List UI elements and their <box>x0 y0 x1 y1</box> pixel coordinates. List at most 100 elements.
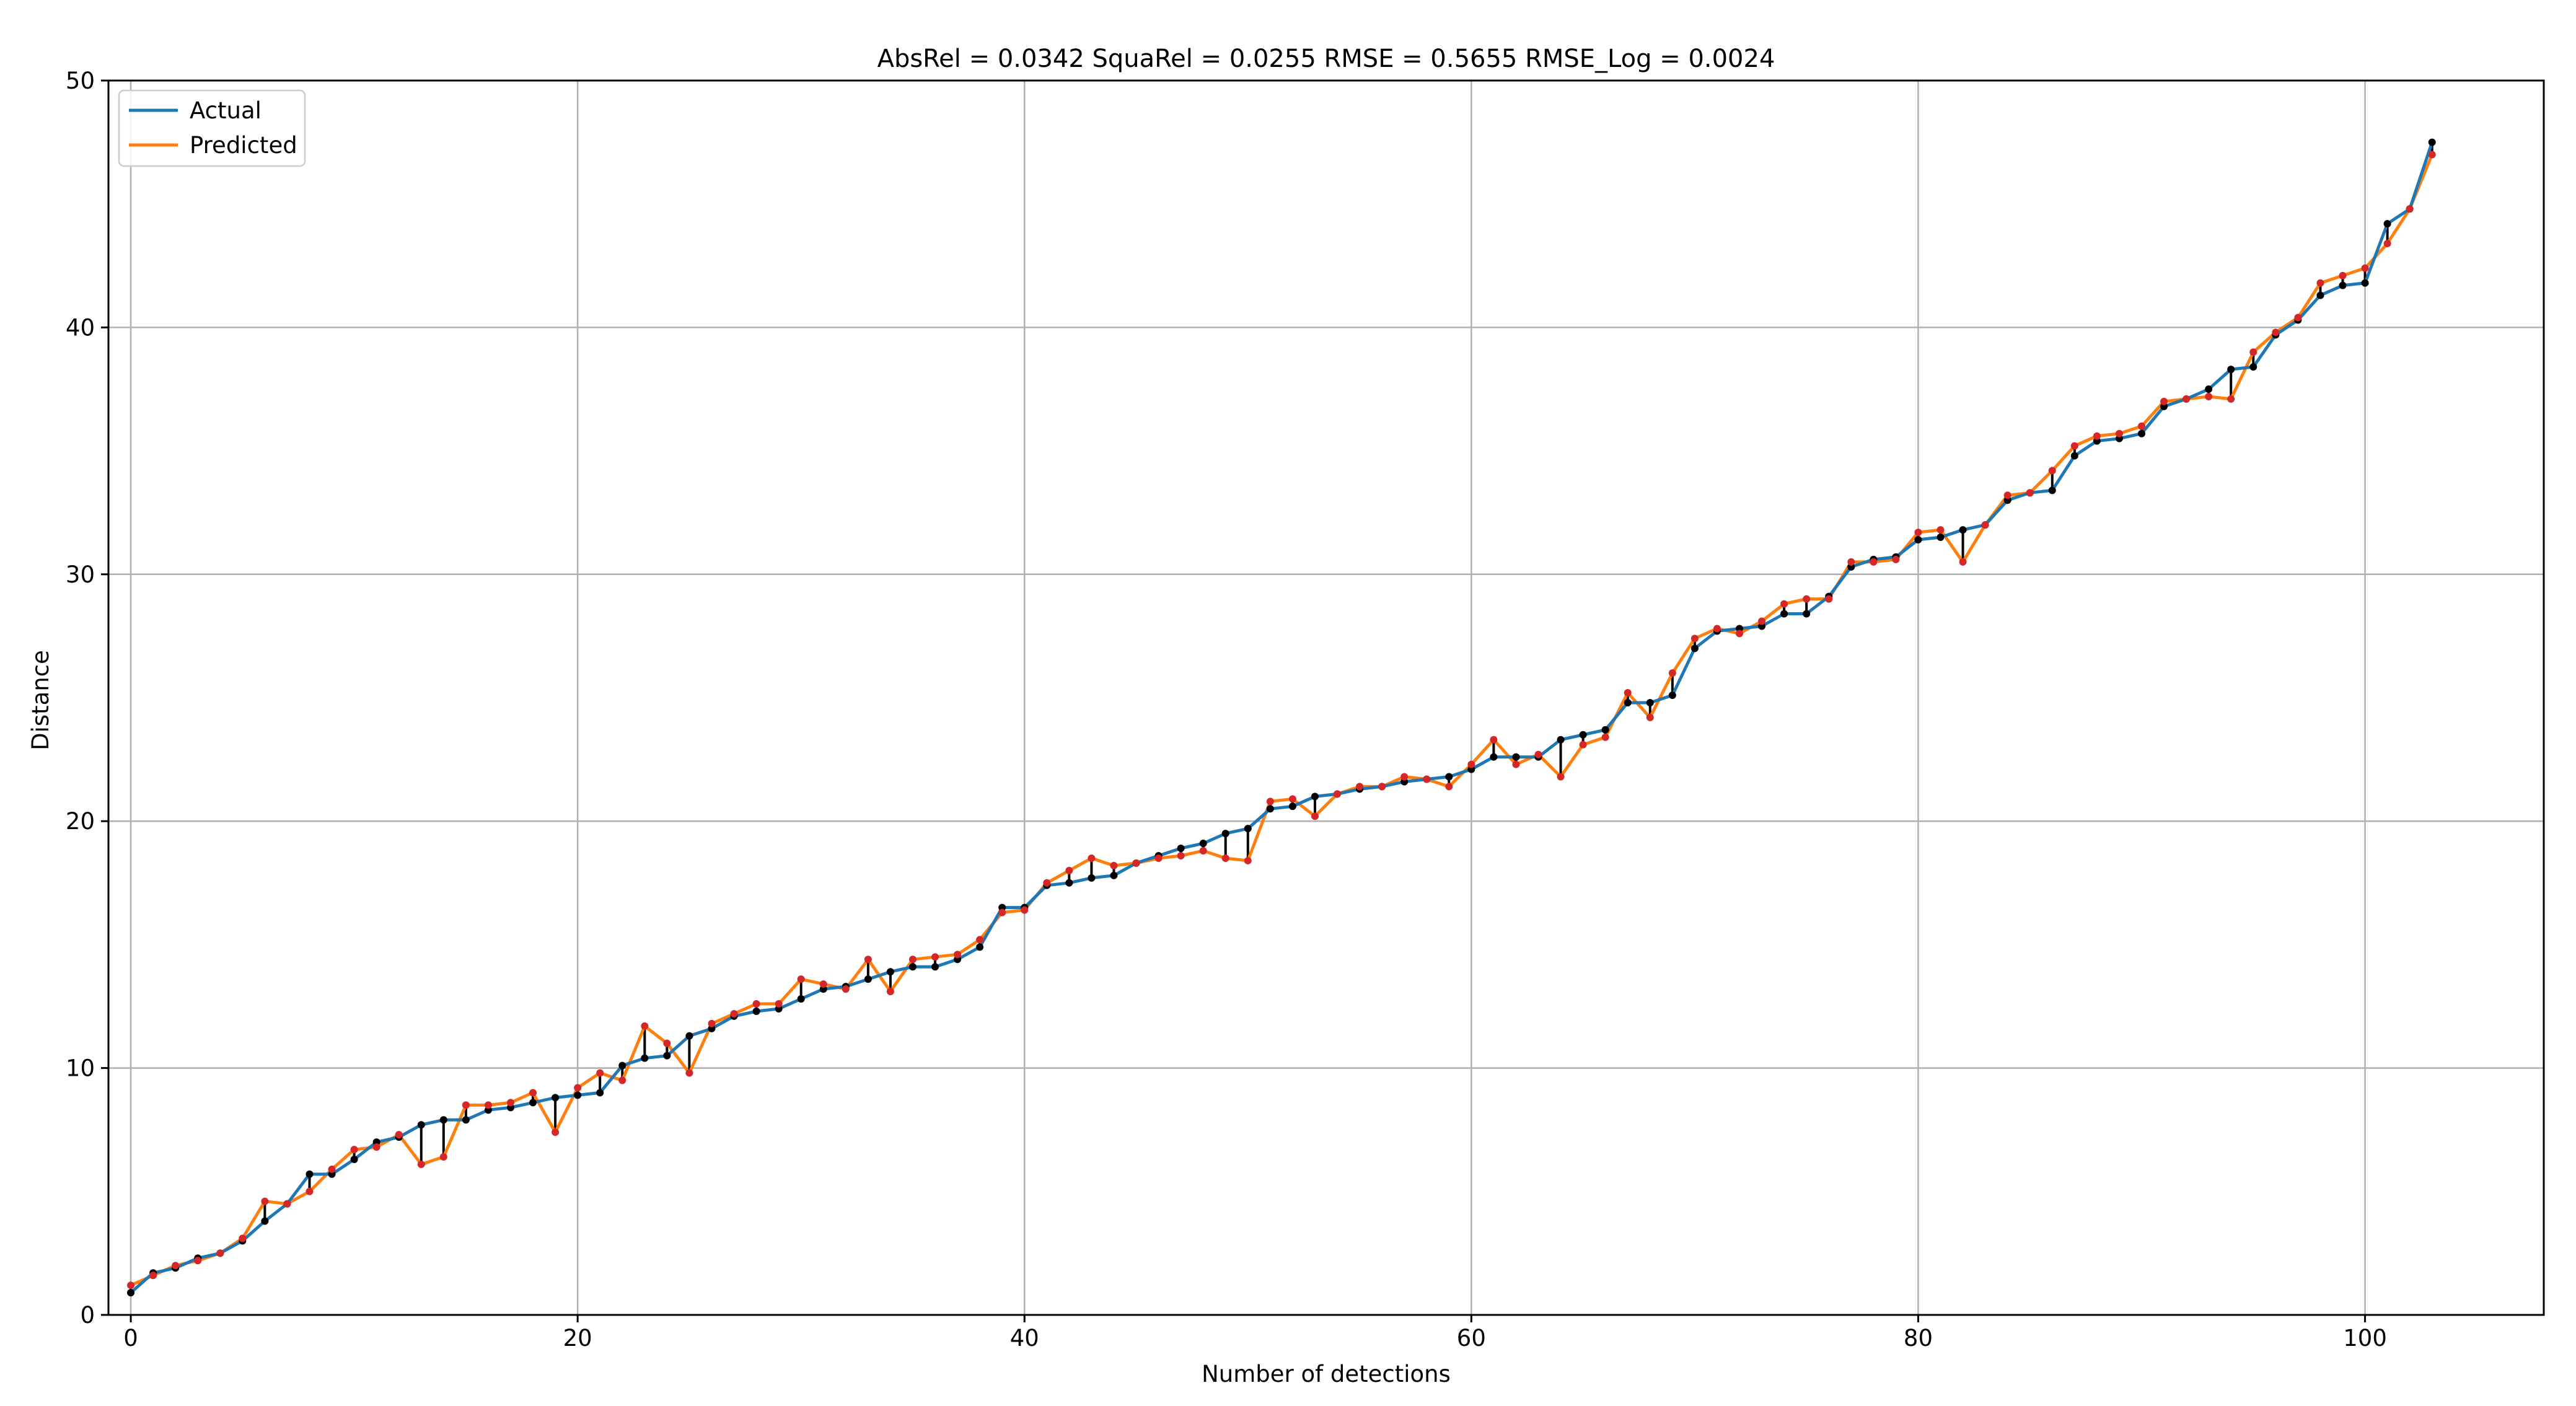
data-point-predicted <box>194 1257 202 1265</box>
data-point-predicted <box>1959 558 1967 566</box>
data-point-actual <box>1088 874 1096 882</box>
y-axis-label: Distance <box>27 650 54 750</box>
data-point-predicted <box>2383 239 2391 247</box>
data-point-predicted <box>1423 775 1431 783</box>
data-point-predicted <box>2160 397 2168 405</box>
data-point-predicted <box>2183 395 2191 403</box>
legend-label-predicted: Predicted <box>190 132 297 159</box>
data-point-predicted <box>2115 429 2123 437</box>
data-point-predicted <box>462 1101 470 1109</box>
data-point-predicted <box>2205 392 2213 400</box>
data-point-predicted <box>1758 617 1766 625</box>
data-point-actual <box>2227 366 2235 374</box>
data-point-actual <box>1601 726 1609 734</box>
data-point-predicted <box>797 975 805 983</box>
data-point-predicted <box>1512 760 1520 768</box>
data-point-actual <box>439 1116 447 1124</box>
y-tick-label: 40 <box>66 314 95 341</box>
data-point-predicted <box>2361 264 2369 272</box>
data-point-actual <box>596 1089 604 1097</box>
data-point-actual <box>2339 281 2347 289</box>
data-point-actual <box>752 1007 760 1015</box>
data-point-actual <box>350 1156 358 1164</box>
data-point-actual <box>462 1116 470 1124</box>
x-tick-label: 40 <box>1010 1325 1039 1351</box>
data-point-actual <box>1624 698 1632 706</box>
data-point-predicted <box>574 1084 582 1092</box>
data-point-predicted <box>239 1234 247 1242</box>
data-point-predicted <box>1780 600 1788 608</box>
data-point-predicted <box>641 1022 649 1030</box>
data-point-actual <box>2428 138 2436 146</box>
data-point-predicted <box>1624 689 1632 697</box>
data-point-predicted <box>1870 558 1878 566</box>
data-point-actual <box>1780 610 1788 618</box>
data-point-predicted <box>886 988 894 996</box>
data-point-predicted <box>484 1101 492 1109</box>
data-point-actual <box>641 1054 649 1062</box>
data-point-actual <box>127 1289 135 1297</box>
data-point-actual <box>1445 773 1453 781</box>
data-point-actual <box>529 1099 537 1107</box>
data-point-actual <box>2070 452 2078 460</box>
legend: Actual Predicted <box>118 89 306 167</box>
data-point-actual <box>1959 526 1967 534</box>
data-point-predicted <box>775 1000 783 1008</box>
data-point-predicted <box>1378 783 1386 791</box>
data-point-predicted <box>1288 795 1296 803</box>
series-line-actual <box>130 141 2434 1294</box>
data-point-predicted <box>2339 271 2347 279</box>
data-point-predicted <box>2003 491 2011 499</box>
data-point-predicted <box>596 1069 604 1077</box>
data-point-predicted <box>1579 740 1587 749</box>
data-point-predicted <box>1713 625 1721 633</box>
data-point-actual <box>908 963 917 971</box>
data-point-predicted <box>1914 529 1922 537</box>
data-point-predicted <box>1356 783 1364 791</box>
data-point-actual <box>261 1217 269 1225</box>
data-point-predicted <box>1199 847 1207 855</box>
data-point-actual <box>1244 825 1252 833</box>
data-point-predicted <box>216 1249 224 1257</box>
x-tick-label: 20 <box>563 1325 592 1351</box>
data-point-predicted <box>149 1272 157 1280</box>
series-lines <box>130 141 2434 1294</box>
data-point-actual <box>1110 871 1118 879</box>
y-tick-label: 0 <box>80 1302 95 1329</box>
data-point-predicted <box>1892 555 1900 563</box>
data-point-predicted <box>618 1076 626 1084</box>
data-point-predicted <box>350 1146 358 1154</box>
data-point-predicted <box>1021 906 1029 914</box>
data-point-predicted <box>261 1197 269 1205</box>
data-point-actual <box>1690 644 1699 652</box>
data-point-predicted <box>2048 467 2056 475</box>
data-point-actual <box>797 995 805 1003</box>
x-axis-label: Number of detections <box>1202 1361 1451 1387</box>
data-point-predicted <box>2294 314 2302 322</box>
data-point-predicted <box>2093 432 2101 440</box>
data-point-predicted <box>1154 854 1163 862</box>
data-point-actual <box>2048 486 2056 494</box>
data-point-predicted <box>1646 713 1654 721</box>
data-point-actual <box>618 1061 626 1070</box>
data-point-predicted <box>1601 733 1609 741</box>
data-point-predicted <box>730 1009 738 1017</box>
data-point-actual <box>663 1052 671 1060</box>
data-point-predicted <box>2070 442 2078 450</box>
data-point-predicted <box>1467 760 1475 768</box>
x-tick-label: 100 <box>2343 1325 2387 1351</box>
data-point-predicted <box>1936 526 1945 534</box>
data-point-predicted <box>2026 489 2034 497</box>
data-point-actual <box>1512 753 1520 761</box>
data-point-predicted <box>2316 279 2324 287</box>
data-point-actual <box>1914 536 1922 544</box>
data-point-actual <box>976 943 984 951</box>
data-point-predicted <box>1803 595 1811 603</box>
data-point-actual <box>1646 698 1654 706</box>
data-point-actual <box>1221 830 1229 838</box>
data-point-predicted <box>1557 773 1565 781</box>
data-point-predicted <box>864 956 872 964</box>
data-point-predicted <box>1825 595 1833 603</box>
data-point-predicted <box>172 1262 180 1270</box>
